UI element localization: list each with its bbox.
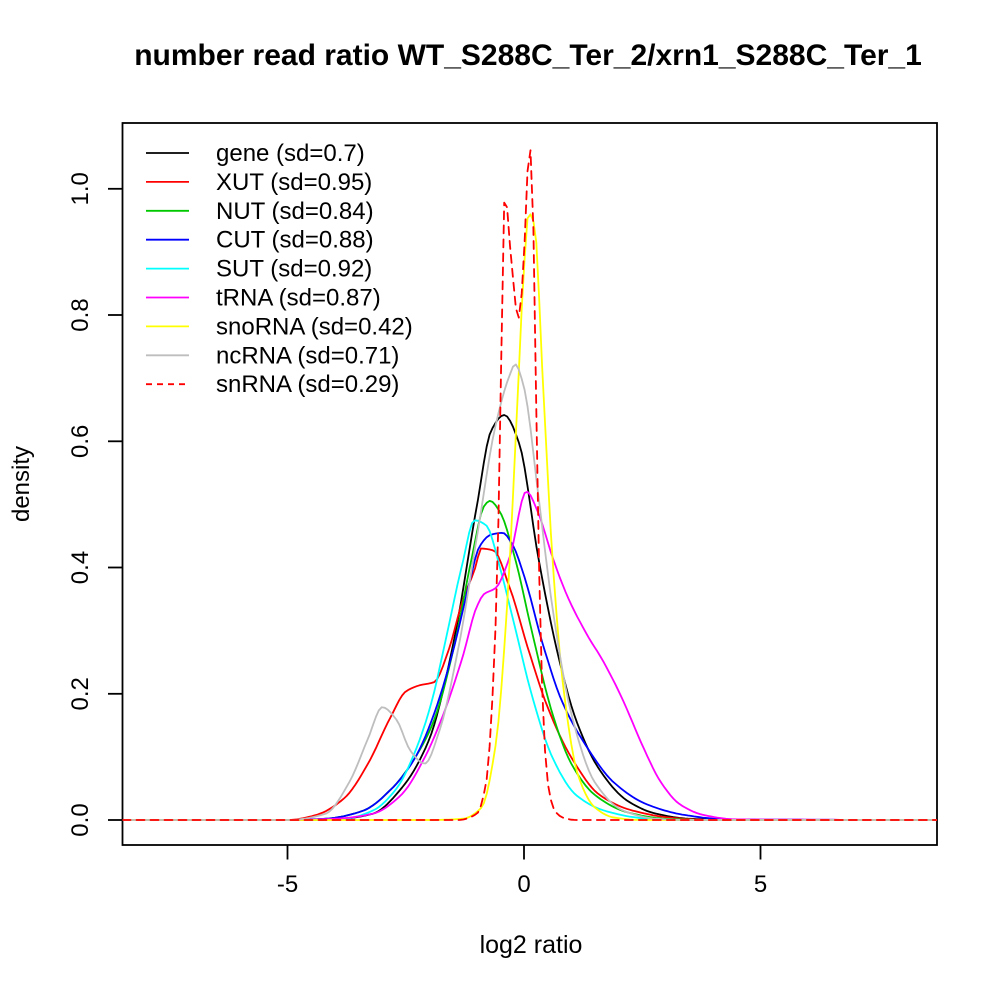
svg-text:density: density [8,446,35,522]
svg-text:0.0: 0.0 [67,803,94,836]
svg-text:SUT (sd=0.92): SUT (sd=0.92) [216,256,372,283]
svg-text:ncRNA (sd=0.71): ncRNA (sd=0.71) [216,342,399,369]
svg-text:1.0: 1.0 [67,172,94,205]
svg-text:snRNA (sd=0.29): snRNA (sd=0.29) [216,371,399,398]
svg-text:NUT (sd=0.84): NUT (sd=0.84) [216,198,374,225]
svg-text:5: 5 [754,871,767,898]
svg-text:0.2: 0.2 [67,677,94,710]
svg-text:XUT (sd=0.95): XUT (sd=0.95) [216,169,372,196]
svg-text:0.4: 0.4 [67,551,94,584]
svg-text:0: 0 [517,871,530,898]
svg-text:CUT (sd=0.88): CUT (sd=0.88) [216,227,374,254]
svg-text:0.8: 0.8 [67,298,94,331]
svg-text:number read ratio WT_S288C_Ter: number read ratio WT_S288C_Ter_2/xrn1_S2… [134,39,922,72]
svg-text:log2 ratio: log2 ratio [480,931,583,959]
svg-text:snoRNA (sd=0.42): snoRNA (sd=0.42) [216,313,413,340]
svg-text:tRNA (sd=0.87): tRNA (sd=0.87) [216,285,381,312]
svg-text:gene (sd=0.7): gene (sd=0.7) [216,140,365,167]
svg-text:-5: -5 [277,871,298,898]
svg-text:0.6: 0.6 [67,425,94,458]
